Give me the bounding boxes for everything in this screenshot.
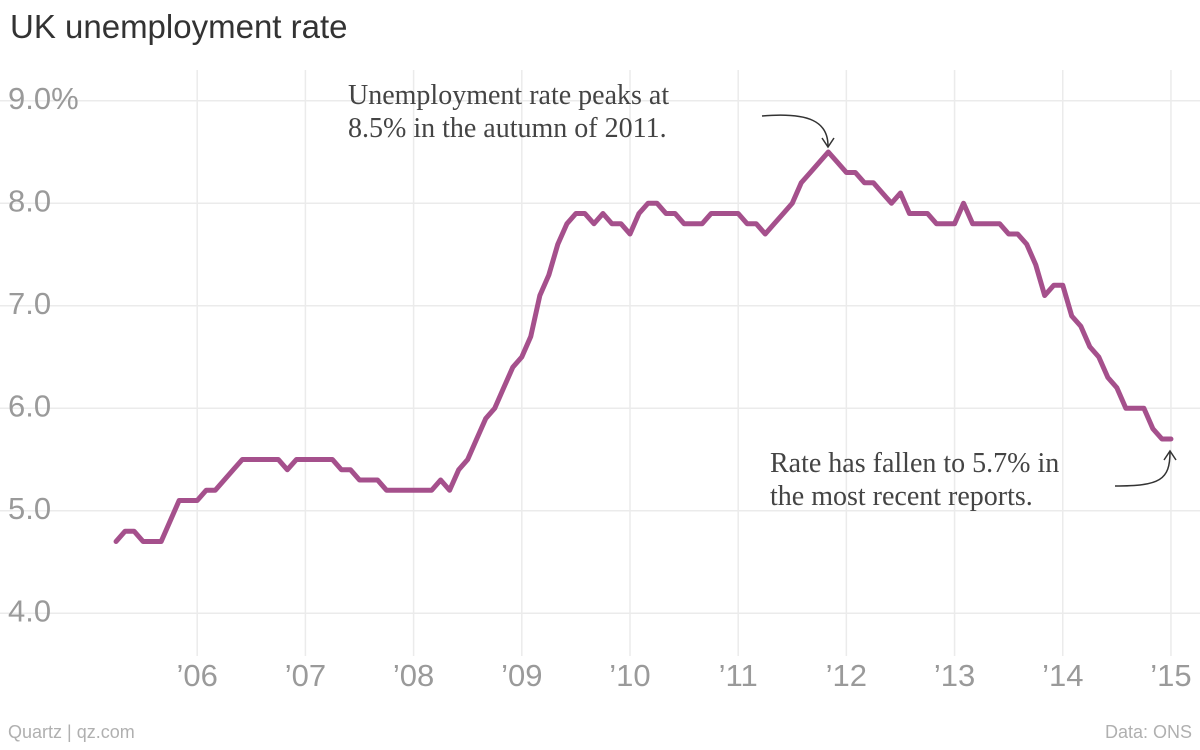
annotation: Rate has fallen to 5.7% in bbox=[770, 448, 1059, 479]
y-tick-label: 6.0 bbox=[8, 388, 51, 423]
y-tick-label: 7.0 bbox=[8, 286, 51, 321]
annotation: Unemployment rate peaks at bbox=[348, 80, 669, 111]
x-tick-label: ’13 bbox=[934, 658, 975, 693]
x-tick-label: ’09 bbox=[501, 658, 542, 693]
data-line bbox=[113, 149, 1174, 544]
y-tick-label: 5.0 bbox=[8, 491, 51, 526]
arrow-head bbox=[821, 137, 835, 149]
grid bbox=[0, 70, 1200, 656]
annotation: the most recent reports. bbox=[770, 481, 1033, 512]
credit: Quartz | qz.com bbox=[8, 722, 135, 742]
y-tick-label: 4.0 bbox=[8, 593, 51, 628]
x-tick-label: ’12 bbox=[826, 658, 867, 693]
annotation-arrow bbox=[1114, 451, 1171, 487]
x-tick-label: ’15 bbox=[1150, 658, 1191, 693]
x-tick-label: ’11 bbox=[719, 658, 758, 693]
arrow-head bbox=[1163, 449, 1177, 461]
x-tick-label: ’10 bbox=[609, 658, 650, 693]
x-tick-label: ’08 bbox=[393, 658, 434, 693]
x-tick-label: ’06 bbox=[177, 658, 218, 693]
source: Data: ONS bbox=[1105, 722, 1192, 742]
annotation-arrow bbox=[761, 114, 829, 147]
x-tick-label: ’07 bbox=[285, 658, 326, 693]
y-tick-label: 8.0 bbox=[8, 183, 51, 218]
x-tick-label: ’14 bbox=[1042, 658, 1083, 693]
y-tick-label: 9.0% bbox=[8, 81, 79, 116]
annotation: 8.5% in the autumn of 2011. bbox=[348, 113, 667, 144]
chart-title: UK unemployment rate bbox=[10, 8, 348, 45]
